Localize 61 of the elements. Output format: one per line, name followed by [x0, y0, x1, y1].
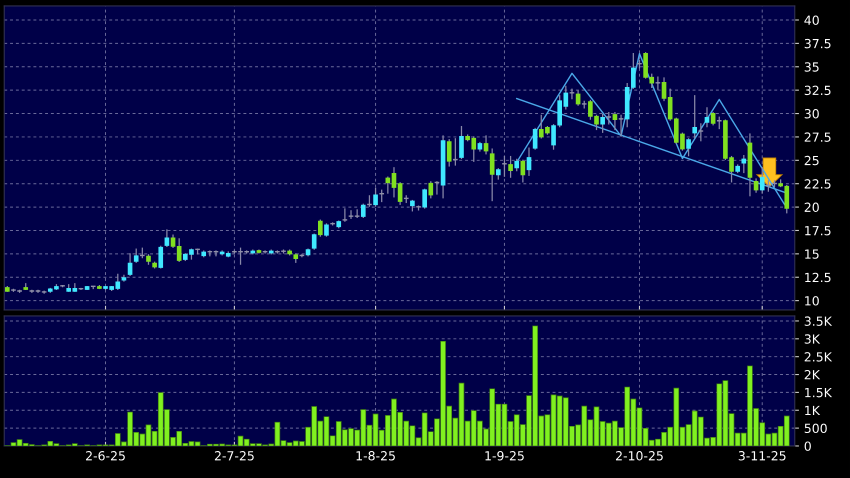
candlestick [318, 220, 323, 237]
candlestick [526, 148, 532, 176]
y-tick-label: 35 [804, 62, 819, 72]
candlestick [379, 190, 384, 202]
candlestick [164, 229, 170, 247]
y-tick-label: 40 [804, 15, 819, 25]
candlestick [716, 116, 722, 130]
candlestick [766, 180, 771, 192]
x-tick-label: 2-6-25 [86, 451, 125, 461]
x-tick-label: 3-11-25 [738, 451, 786, 461]
candlestick [484, 135, 488, 154]
candlestick [146, 254, 151, 265]
candlestick [514, 158, 520, 172]
y-tick-label: 20 [804, 202, 819, 212]
y-tick-label: 15 [805, 249, 819, 259]
y-tick-label: 22.5 [804, 179, 831, 189]
y-tick-label: 25 [804, 156, 819, 166]
y-tick-label: 17.5 [805, 226, 831, 236]
candlestick [551, 124, 556, 150]
y-tick-label: 30 [804, 109, 819, 118]
candlestick [704, 107, 710, 128]
candlestick [582, 100, 587, 109]
candlestick [312, 234, 317, 250]
candlestick [741, 155, 746, 174]
candlestick [128, 253, 132, 276]
candlestick [158, 246, 164, 269]
candlestick [686, 138, 691, 156]
candlestick [532, 128, 538, 150]
candlestick [410, 200, 415, 212]
candlestick [90, 286, 96, 290]
y-tick-label: 32.5 [804, 86, 831, 96]
y-tick-label: 1.5K [805, 388, 832, 398]
candlestick [459, 126, 464, 160]
candlestick [502, 156, 507, 177]
y-tick-label: 37.5 [804, 38, 831, 48]
candlestick [453, 138, 458, 166]
y-tick-label: 2K [804, 370, 820, 380]
candlestick [520, 160, 526, 182]
candlestick [428, 181, 434, 198]
y-tick-label: 0 [804, 441, 811, 451]
y-tick-label: 27.5 [804, 132, 831, 142]
candlestick [618, 114, 624, 137]
candlestick [570, 88, 574, 100]
y-tick-label: 2.5K [804, 352, 832, 362]
candlestick [404, 195, 409, 204]
candlestick [342, 208, 348, 222]
y-tick-label: 3K [804, 334, 820, 344]
candlestick [656, 76, 660, 90]
candlestick [490, 148, 494, 202]
x-tick-label: 2-7-25 [214, 451, 254, 461]
x-tick-label: 1-9-25 [485, 451, 524, 461]
y-tick-label: 3.5K [804, 316, 832, 326]
x-tick-label: 2-10-25 [616, 451, 663, 461]
y-tick-label: 10 [805, 296, 819, 306]
y-tick-label: 1K [805, 406, 820, 416]
candlestick [496, 168, 501, 180]
y-tick-label: 500 [804, 424, 827, 434]
x-tick-label: 1-8-25 [356, 451, 395, 461]
y-tick-label: 12.5 [805, 272, 831, 282]
candlestick [754, 178, 758, 193]
candlestick [324, 223, 329, 237]
